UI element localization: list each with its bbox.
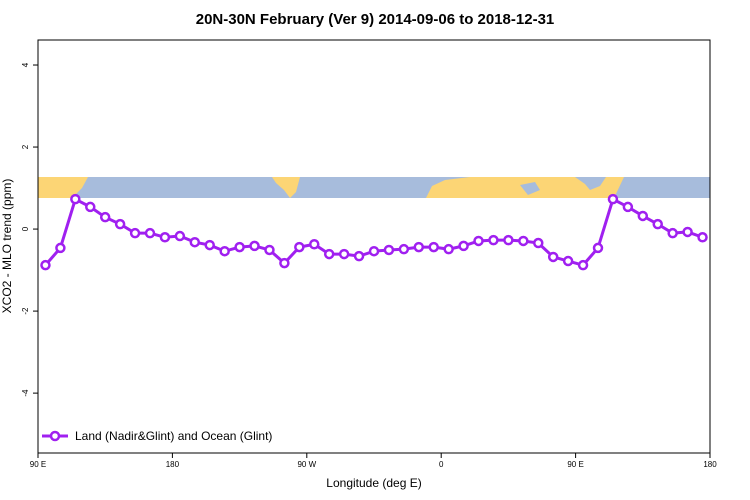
point [592,242,604,254]
point [518,235,529,247]
legend: Land (Nadir&Glint) and Ocean (Glint) [42,429,272,443]
y-tick-label: 0 [21,226,30,231]
y-tick-label: -4 [21,389,30,397]
point [488,234,499,246]
y-tick-label: 4 [21,62,30,67]
point [547,251,559,263]
point [383,244,395,256]
legend-label: Land (Nadir&Glint) and Ocean (Glint) [75,429,272,443]
point [55,242,66,254]
point [473,235,484,247]
point [174,230,186,242]
point [338,248,350,260]
point [99,211,111,223]
point [189,236,201,248]
x-axis-label: Longitude (deg E) [326,476,421,490]
point [159,232,171,243]
point [129,227,141,239]
x-tick-label: 90 W [297,460,316,469]
map-strip [38,177,710,198]
point [697,232,708,243]
point [40,259,51,271]
x-tick-label: 180 [166,460,180,469]
y-axis-label: XCO2 - MLO trend (ppm) [0,179,14,314]
point [234,241,245,253]
point [577,259,589,271]
point [443,243,454,255]
point [398,243,410,255]
point [144,227,156,239]
point [323,248,335,260]
point [562,255,574,267]
point [114,218,126,230]
point [309,238,320,250]
point [294,241,305,253]
point [264,244,275,256]
plot-frame [37,39,711,454]
point [533,237,544,249]
x-tick-label: 0 [439,460,444,469]
point [279,257,290,269]
chart-title: 20N-30N February (Ver 9) 2014-09-06 to 2… [196,11,555,28]
y-tick-label: -2 [21,307,30,315]
point [70,193,81,205]
point [652,218,663,230]
point [219,245,230,257]
point [368,245,380,257]
point [428,241,439,253]
point [637,210,649,222]
point [458,240,469,252]
point [667,227,678,239]
x-tick-label: 180 [703,460,717,469]
x-tick-label: 90 E [30,460,46,469]
y-tick-label: 2 [21,144,30,149]
x-tick-label: 90 E [567,460,583,469]
point [682,226,693,238]
point [607,193,619,205]
point [622,201,634,213]
legend-marker [49,430,61,442]
point [249,240,260,252]
point [85,201,96,213]
point [353,250,365,262]
point [413,241,425,253]
point [503,234,514,246]
point [204,239,215,251]
